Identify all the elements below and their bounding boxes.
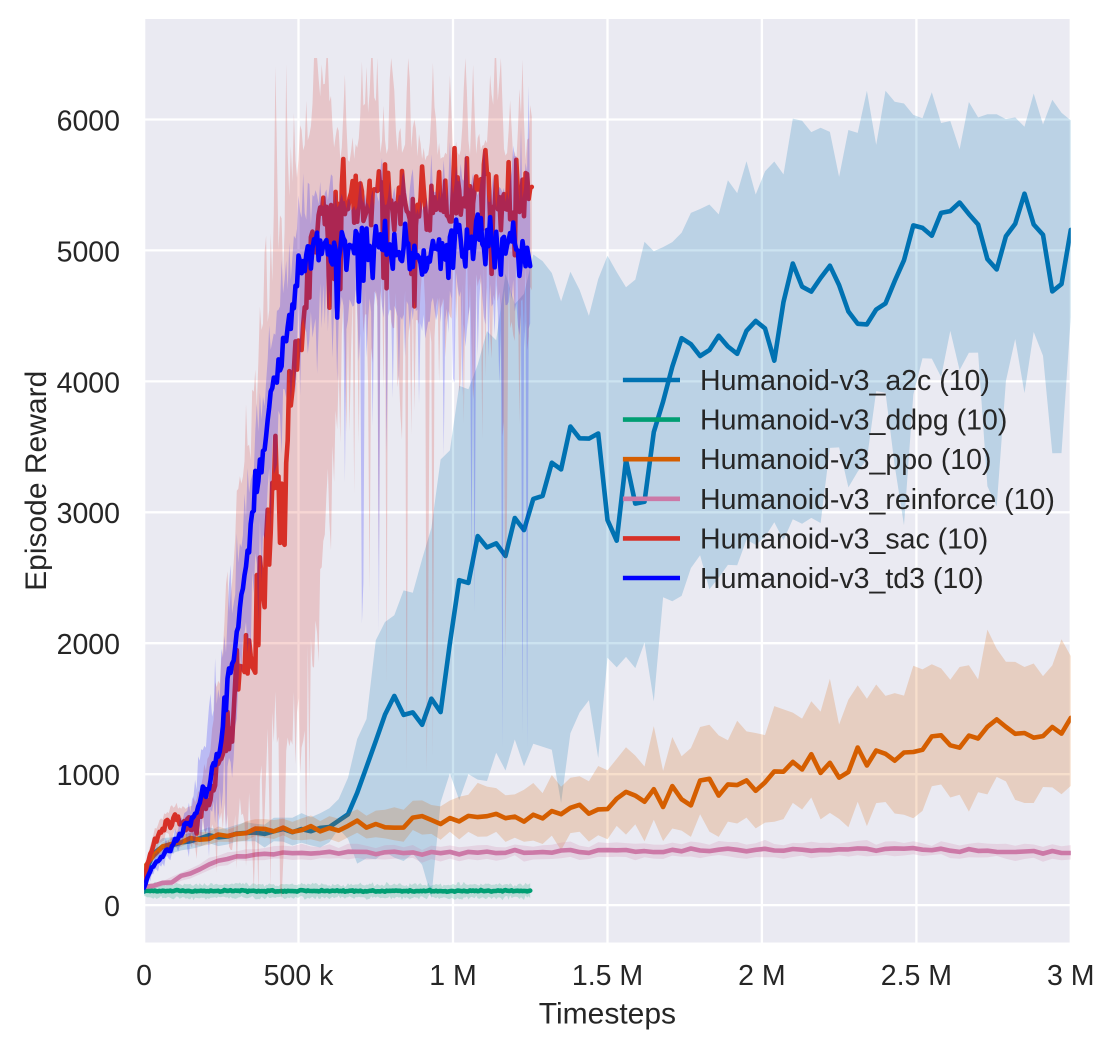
svg-text:0: 0: [104, 891, 120, 923]
svg-text:3000: 3000: [57, 498, 120, 530]
svg-text:500 k: 500 k: [264, 960, 334, 992]
svg-text:Humanoid-v3_ppo (10): Humanoid-v3_ppo (10): [700, 444, 992, 476]
svg-text:Humanoid-v3_ddpg (10): Humanoid-v3_ddpg (10): [700, 405, 1007, 437]
svg-text:1 M: 1 M: [429, 960, 477, 992]
svg-text:Humanoid-v3_a2c (10): Humanoid-v3_a2c (10): [700, 365, 990, 397]
svg-text:1.5 M: 1.5 M: [572, 960, 643, 992]
svg-text:3 M: 3 M: [1047, 960, 1095, 992]
svg-text:5000: 5000: [57, 236, 120, 268]
svg-text:2 M: 2 M: [738, 960, 786, 992]
svg-text:2000: 2000: [57, 629, 120, 661]
svg-text:Humanoid-v3_td3 (10): Humanoid-v3_td3 (10): [700, 563, 984, 595]
svg-text:1000: 1000: [57, 760, 120, 792]
svg-text:6000: 6000: [57, 105, 120, 137]
svg-text:Humanoid-v3_reinforce (10): Humanoid-v3_reinforce (10): [700, 484, 1055, 516]
svg-text:Humanoid-v3_sac (10): Humanoid-v3_sac (10): [700, 523, 988, 555]
svg-text:4000: 4000: [57, 367, 120, 399]
svg-text:0: 0: [136, 960, 152, 992]
svg-text:Timesteps: Timesteps: [539, 998, 676, 1031]
svg-text:Episode Reward: Episode Reward: [20, 371, 53, 591]
svg-text:2.5 M: 2.5 M: [881, 960, 952, 992]
